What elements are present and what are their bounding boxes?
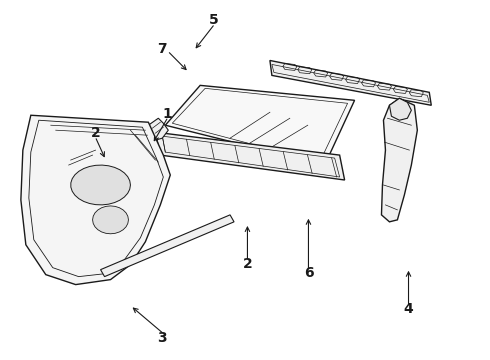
Polygon shape — [165, 85, 355, 165]
Polygon shape — [390, 98, 412, 120]
Polygon shape — [270, 60, 431, 105]
Text: 2: 2 — [91, 126, 101, 140]
Polygon shape — [21, 115, 171, 285]
Text: 2: 2 — [243, 257, 252, 271]
Text: 4: 4 — [404, 302, 414, 316]
Text: 3: 3 — [157, 331, 167, 345]
Polygon shape — [71, 165, 130, 205]
Polygon shape — [148, 118, 168, 140]
Polygon shape — [100, 215, 234, 276]
Text: 5: 5 — [208, 13, 218, 27]
Text: 7: 7 — [157, 42, 167, 56]
Polygon shape — [93, 206, 128, 234]
Text: 1: 1 — [162, 107, 172, 121]
Polygon shape — [155, 132, 344, 180]
Polygon shape — [382, 98, 417, 222]
Text: 6: 6 — [304, 266, 313, 280]
